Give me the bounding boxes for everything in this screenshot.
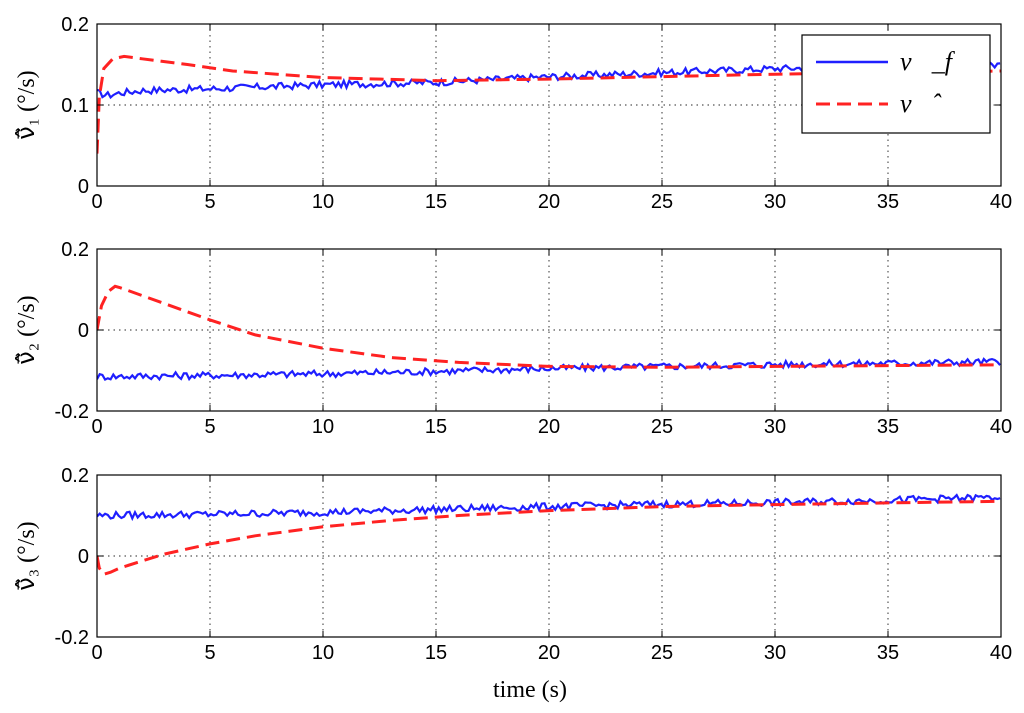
x-tick-label: 10	[312, 642, 334, 664]
y-tick-label: 0	[78, 320, 89, 342]
panel-3: 0 5 10 15 20 25 30 35 40-0.200.2ν⃗̂₃ (°/s)	[14, 465, 1012, 664]
x-tick-label: 10	[312, 191, 334, 213]
panels-group: 0 5 10 15 20 25 30 35 40 0 0.1 0.2 ν⃗̂₁ (°/s) 0 5 10 15 2…	[14, 14, 1012, 664]
x-tick-label: 25	[651, 191, 673, 213]
series-estimate-line	[97, 284, 1001, 369]
x-tick-label: 30	[764, 642, 786, 664]
x-tick-label: 40	[990, 191, 1012, 213]
y-tick-label: 0	[78, 176, 89, 198]
x-tick-label: 20	[538, 642, 560, 664]
x-tick-label: 10	[312, 416, 334, 438]
y-tick-label: 0.1	[61, 95, 89, 117]
series-estimate-line	[97, 54, 1001, 154]
series-estimate-line	[97, 499, 1001, 576]
legend-box	[801, 34, 991, 134]
series-measured-line	[97, 357, 1001, 382]
y-tick-label: 0.2	[61, 14, 89, 36]
x-tick-label: 5	[204, 416, 215, 438]
y-axis-title: ν⃗̂₂ (°/s)	[14, 295, 40, 364]
x-tick-label: 15	[425, 416, 447, 438]
y-tick-label: 0.2	[61, 465, 89, 487]
x-tick-label: 40	[990, 642, 1012, 664]
x-tick-label: 40	[990, 416, 1012, 438]
x-tick-label: 20	[538, 416, 560, 438]
y-tick-label: 0.2	[61, 239, 89, 261]
x-tick-label: 35	[877, 191, 899, 213]
x-tick-label: 25	[651, 416, 673, 438]
x-tick-label: 0	[91, 191, 102, 213]
y-tick-label: -0.2	[55, 401, 89, 423]
legend-label: ν⃗_f	[900, 47, 956, 76]
y-axis-title: ν⃗̂₁ (°/s)	[14, 70, 40, 139]
y-tick-label: -0.2	[55, 627, 89, 649]
x-tick-label: 30	[764, 191, 786, 213]
x-tick-label: 35	[877, 642, 899, 664]
y-axis-title: ν⃗̂₃ (°/s)	[14, 521, 40, 590]
y-tick-label: 0	[78, 546, 89, 568]
x-tick-label: 5	[204, 191, 215, 213]
x-tick-label: 0	[91, 416, 102, 438]
panel-2: 0 5 10 15 20 25 30 35 40-0.200.2ν⃗̂₂ (°/s)	[14, 239, 1012, 438]
x-tick-label: 30	[764, 416, 786, 438]
x-tick-label: 25	[651, 642, 673, 664]
x-tick-label: 5	[204, 642, 215, 664]
x-tick-label: 15	[425, 642, 447, 664]
x-tick-label: 0	[91, 642, 102, 664]
x-tick-label: 15	[425, 191, 447, 213]
legend: ν⃗_fν⃗̂	[801, 34, 991, 134]
x-tick-label: 20	[538, 191, 560, 213]
x-tick-label: 35	[877, 416, 899, 438]
x-axis-title: time (s)	[493, 677, 567, 703]
